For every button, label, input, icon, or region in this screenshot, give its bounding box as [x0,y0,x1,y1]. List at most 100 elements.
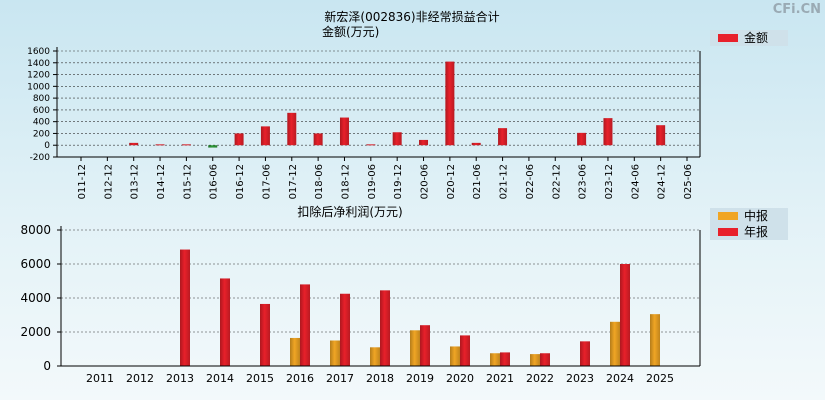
chart1-ylabel: 金额(万元) [322,24,379,39]
bar [129,142,139,146]
legend-label: 金额 [744,30,768,45]
bar [392,132,402,146]
bar [500,352,510,366]
x-tick-label: 2013-12 [130,164,141,200]
x-tick-label: 2014-12 [156,164,167,200]
x-tick-label: 2016 [286,372,314,385]
bar [620,264,630,366]
bar [370,347,380,366]
x-tick-label: 2022-06 [525,164,536,200]
bar [410,330,420,366]
legend-label: 年报 [744,224,768,239]
net-profit-after-deduction-chart: 扣除后净利润(万元) 0 2000 4000 6000 8000 2011 2012 2013… [20,204,788,385]
bar [490,353,500,366]
x-tick-label: 2025-06 [683,164,694,200]
x-tick-label: 2023 [566,372,594,385]
bar [234,133,244,146]
y-tick-label: 200 [33,129,50,139]
bar [530,354,540,366]
x-tick-label: 2021 [486,372,514,385]
bar [540,353,550,366]
bar [260,303,270,366]
bar [419,139,429,146]
y-tick-label: 8000 [20,223,51,237]
bar [471,142,481,146]
y-tick-label: 1200 [27,71,50,81]
x-tick-label: 2019-06 [367,164,378,200]
x-tick-label: 2018 [366,372,394,385]
x-tick-label: 2023-06 [578,164,589,200]
bar [313,133,323,146]
bar [460,335,470,366]
x-tick-label: 2020 [446,372,474,385]
bar [380,290,390,366]
y-tick-label: 4000 [20,291,51,305]
x-tick-label: 2016-12 [235,164,246,200]
x-tick-label: 2018-06 [314,164,325,200]
bar [220,278,230,366]
chart1-legend: 金额 [710,30,788,46]
x-tick-label: 2024-12 [657,164,668,200]
y-tick-label: 0 [43,359,51,373]
bar [498,128,508,146]
x-tick-label: 2017-12 [288,164,299,200]
legend-swatch [718,228,738,236]
bar [155,144,165,146]
y-tick-label: 1000 [27,82,50,92]
x-tick-label: 2014 [206,372,234,385]
bar [450,346,460,366]
bar [260,126,270,146]
bar [180,249,190,366]
x-tick-label: 2012-12 [103,164,114,200]
x-tick-label: 2017 [326,372,354,385]
bar [610,321,620,366]
y-tick-label: -200 [30,153,51,163]
bar [208,145,218,148]
x-tick-label: 2020-06 [420,164,431,200]
bar [420,325,430,366]
x-tick-label: 2017-06 [261,164,272,200]
bar [339,117,349,146]
x-tick-label: 2015 [246,372,274,385]
chart2-axes: 0 2000 4000 6000 8000 2011 2012 2013 2014 2015 201… [20,223,701,385]
bar [603,118,613,146]
y-tick-label: 6000 [20,257,51,271]
x-tick-label: 2011-12 [77,164,88,200]
bar [577,132,587,146]
x-tick-label: 2011 [86,372,114,385]
x-tick-label: 2019 [406,372,434,385]
bar [181,144,191,146]
chart2-title: 扣除后净利润(万元) [297,204,402,219]
y-tick-label: 800 [33,94,50,104]
bar [445,61,455,146]
x-tick-label: 2015-12 [182,164,193,200]
x-tick-label: 2024-06 [630,164,641,200]
x-tick-label: 2022 [526,372,554,385]
chart2-bars [180,249,660,366]
bar [366,144,376,146]
y-tick-label: 1600 [27,47,50,57]
y-tick-label: 400 [33,118,50,128]
x-tick-label: 2024 [606,372,634,385]
x-tick-label: 2021-06 [472,164,483,200]
y-tick-label: 600 [33,106,50,116]
chart1-title: 新宏泽(002836)非经常损益合计 [324,9,499,24]
legend-label: 中报 [744,208,768,223]
x-tick-label: 2022-12 [551,164,562,200]
x-tick-label: 2013 [166,372,194,385]
x-tick-label: 2020-12 [446,164,457,200]
bar [290,337,300,366]
x-tick-label: 2016-06 [209,164,220,200]
bar [330,340,340,366]
legend-swatch [718,34,738,42]
x-tick-label: 2018-12 [340,164,351,200]
bar [580,341,590,366]
x-tick-label: 2025 [646,372,674,385]
x-tick-label: 2023-12 [604,164,615,200]
chart1-bars [129,61,666,148]
legend-swatch [718,212,738,220]
x-tick-label: 2019-12 [393,164,404,200]
